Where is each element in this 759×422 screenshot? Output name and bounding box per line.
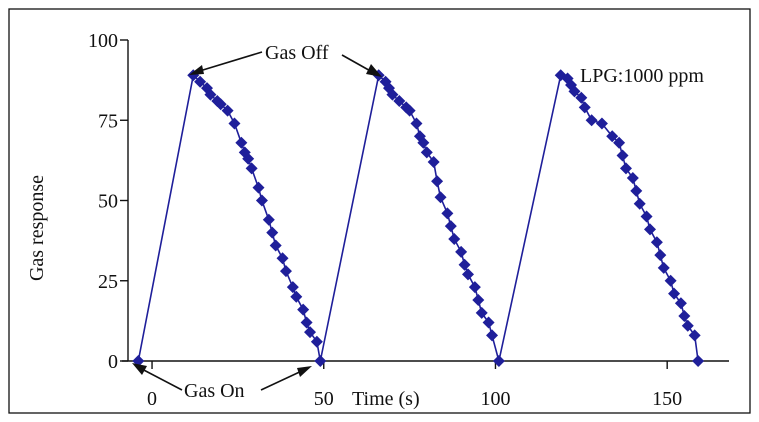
data-point xyxy=(458,258,471,271)
data-point xyxy=(640,210,653,223)
data-point xyxy=(279,265,292,278)
series-line xyxy=(137,73,699,362)
data-point xyxy=(262,213,275,226)
x-tick-label: 0 xyxy=(147,388,157,410)
data-point xyxy=(194,75,207,88)
data-point xyxy=(255,194,268,207)
data-point xyxy=(678,310,691,323)
data-point xyxy=(681,319,694,332)
data-point xyxy=(486,329,499,342)
data-point xyxy=(664,274,677,287)
data-point xyxy=(228,117,241,130)
data-point xyxy=(657,261,670,274)
data-point xyxy=(468,281,481,294)
data-point xyxy=(276,252,289,265)
data-point xyxy=(410,117,423,130)
data-point xyxy=(482,316,495,329)
concentration-label: LPG:1000 ppm xyxy=(580,65,704,87)
gas-on-arrowhead-right xyxy=(297,366,312,377)
data-point xyxy=(214,98,227,111)
data-point xyxy=(310,335,323,348)
data-point xyxy=(674,297,687,310)
data-point xyxy=(300,316,313,329)
data-point xyxy=(616,149,629,162)
data-point xyxy=(606,130,619,143)
data-point xyxy=(297,303,310,316)
data-point xyxy=(448,233,461,246)
data-point xyxy=(626,172,639,185)
y-tick-label: 75 xyxy=(98,110,118,132)
data-point xyxy=(688,329,701,342)
data-point xyxy=(475,306,488,319)
gas-off-label: Gas Off xyxy=(265,42,329,64)
data-point xyxy=(692,355,705,367)
y-tick-label: 100 xyxy=(88,30,118,52)
data-point xyxy=(286,281,299,294)
data-point xyxy=(492,355,505,367)
data-point xyxy=(444,220,457,233)
data-point xyxy=(630,184,643,197)
data-point xyxy=(650,236,663,249)
data-point xyxy=(427,155,440,168)
gas-off-arrowhead-right xyxy=(366,64,382,77)
data-point xyxy=(568,85,581,98)
gas-on-arrowhead-left xyxy=(132,363,147,375)
data-point xyxy=(431,175,444,188)
data-point xyxy=(235,136,248,149)
data-point xyxy=(420,146,433,159)
y-tick-label: 25 xyxy=(98,271,118,293)
x-tick-label: 100 xyxy=(480,388,510,410)
data-point xyxy=(204,88,217,101)
data-point xyxy=(575,91,588,104)
y-tick-label: 0 xyxy=(108,351,118,373)
data-point xyxy=(619,162,632,175)
gas-off-arrow-left xyxy=(192,51,263,74)
data-point xyxy=(644,223,657,236)
y-tick-label: 50 xyxy=(98,191,118,213)
series-layer xyxy=(132,69,705,367)
data-point xyxy=(221,104,234,117)
data-point xyxy=(403,104,416,117)
data-point xyxy=(417,136,430,149)
data-point xyxy=(633,197,646,210)
data-point xyxy=(386,88,399,101)
gas-off-arrowhead-left xyxy=(189,65,204,75)
data-point xyxy=(472,294,485,307)
data-point xyxy=(266,226,279,239)
data-point xyxy=(245,162,258,175)
axes: 0 25 50 75 100 0 50 100 150 xyxy=(88,30,729,410)
data-point xyxy=(455,245,468,258)
data-point xyxy=(314,355,327,367)
data-point xyxy=(595,117,608,130)
data-point xyxy=(461,268,474,281)
data-point xyxy=(290,290,303,303)
data-point xyxy=(654,249,667,262)
data-point xyxy=(242,152,255,165)
data-point xyxy=(585,114,598,127)
data-point xyxy=(393,94,406,107)
data-point xyxy=(613,136,626,149)
data-point xyxy=(252,181,265,194)
chart-border xyxy=(8,8,751,414)
gas-on-arrow-left xyxy=(137,366,183,391)
gas-on-label: Gas On xyxy=(184,380,245,402)
data-point xyxy=(578,101,591,114)
data-point xyxy=(434,191,447,204)
data-point xyxy=(441,207,454,220)
x-tick-label: 50 xyxy=(314,388,334,410)
x-tick-label: 150 xyxy=(652,388,682,410)
data-point xyxy=(304,326,317,339)
data-point xyxy=(668,287,681,300)
data-point xyxy=(269,239,282,252)
x-axis-title: Time (s) xyxy=(352,388,420,410)
y-axis-title: Gas response xyxy=(26,175,48,281)
annotations: Gas Off Gas On LPG:1000 ppm xyxy=(132,42,704,402)
